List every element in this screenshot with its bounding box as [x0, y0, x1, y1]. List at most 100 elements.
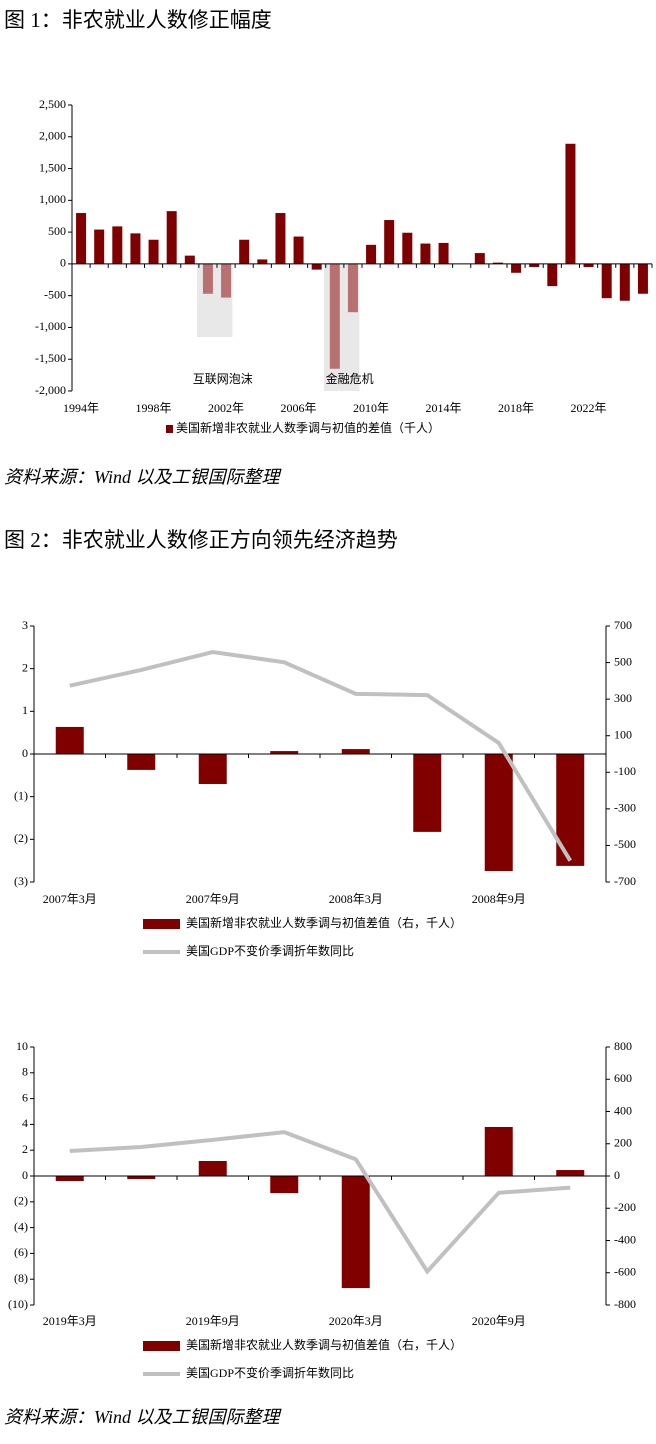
bar	[198, 1161, 227, 1176]
y-tick-label: 4	[22, 1116, 28, 1130]
bar	[484, 1126, 513, 1176]
legend-label: 美国GDP不变价季调折年数同比	[186, 943, 354, 958]
y2-tick-label: -500	[614, 837, 636, 851]
bar	[420, 243, 431, 264]
y-tick-label: (1)	[14, 788, 28, 802]
bar	[556, 754, 585, 866]
bar	[270, 1176, 299, 1194]
bar	[347, 263, 358, 313]
bar	[311, 263, 322, 270]
legend-label: 美国GDP不变价季调折年数同比	[186, 1365, 354, 1380]
bar	[556, 1170, 585, 1176]
y-tick-label: 8	[22, 1065, 28, 1079]
bar	[55, 726, 84, 754]
x-tick-label: 2008年3月	[329, 892, 383, 906]
line-series	[69, 1130, 571, 1275]
bar	[474, 253, 485, 264]
x-tick-label: 2008年9月	[472, 892, 526, 906]
y-tick-label: 2	[22, 1142, 28, 1156]
bar	[341, 749, 370, 754]
bar	[341, 1176, 370, 1289]
bar	[202, 263, 213, 294]
y-tick-label: -1,500	[35, 351, 66, 365]
y-tick-label: 2,000	[39, 129, 66, 143]
y-tick-label: 500	[48, 224, 66, 238]
x-tick-label: 2019年9月	[186, 1314, 240, 1328]
bar	[413, 754, 442, 832]
bar	[619, 263, 630, 301]
y-tick-label: 0	[60, 256, 66, 270]
bar	[94, 229, 105, 264]
y-tick-label: 2,500	[39, 97, 66, 111]
x-tick-label: 2019年3月	[43, 1314, 97, 1328]
y2-tick-label: 200	[614, 1136, 632, 1150]
bar	[293, 236, 304, 264]
y-tick-label: 10	[16, 1039, 28, 1053]
x-tick-label: 2020年3月	[329, 1314, 383, 1328]
bar	[275, 213, 286, 264]
y-tick-label: 0	[22, 1168, 28, 1182]
y-tick-label: 3	[22, 618, 28, 632]
y-tick-label: 1,000	[39, 192, 66, 206]
bar	[529, 263, 540, 268]
y2-tick-label: -300	[614, 801, 636, 815]
y-tick-label: (6)	[14, 1245, 28, 1259]
source-note: 资料来源：Wind 以及工银国际整理	[4, 467, 283, 487]
legend-label: 美国新增非农就业人数季调与初值差值（右，千人）	[186, 915, 462, 930]
y-tick-label: -500	[44, 287, 66, 301]
y-tick-label: 6	[22, 1090, 28, 1104]
legend-label: 美国新增非农就业人数季调与初值差值（右，千人）	[186, 1337, 462, 1352]
y-tick-label: (8)	[14, 1271, 28, 1285]
bar	[583, 263, 594, 268]
x-tick-label: 2010年	[353, 401, 389, 415]
y-tick-label: -1,000	[35, 319, 66, 333]
y2-tick-label: 0	[614, 1168, 620, 1182]
bar	[511, 263, 522, 273]
annotation: 金融危机	[326, 371, 374, 386]
bar	[221, 263, 232, 298]
bar	[601, 263, 612, 299]
y2-tick-label: 700	[614, 618, 632, 632]
x-tick-label: 2007年9月	[186, 892, 240, 906]
y2-tick-label: -800	[614, 1297, 636, 1311]
x-tick-label: 2014年	[426, 401, 462, 415]
bar	[76, 213, 87, 264]
y2-tick-label: -100	[614, 764, 636, 778]
bar	[484, 754, 513, 872]
y2-tick-label: -600	[614, 1265, 636, 1279]
y2-tick-label: -700	[614, 874, 636, 888]
x-tick-label: 2006年	[281, 401, 317, 415]
y2-tick-label: 800	[614, 1039, 632, 1053]
y-tick-label: 1,500	[39, 160, 66, 174]
bar	[127, 754, 156, 770]
bar	[127, 1176, 156, 1180]
bar	[55, 1176, 84, 1181]
legend-label: 美国新增非农就业人数季调与初值的差值（千人）	[176, 420, 440, 435]
y-tick-label: (3)	[14, 874, 28, 888]
y-tick-label: (2)	[14, 831, 28, 845]
y2-tick-label: 100	[614, 727, 632, 741]
bar	[402, 232, 413, 264]
bar	[270, 751, 299, 754]
y2-tick-label: 500	[614, 654, 632, 668]
bar	[637, 263, 648, 294]
source-note: 资料来源：Wind 以及工银国际整理	[4, 1407, 283, 1427]
bar	[239, 239, 250, 264]
x-tick-label: 2022年	[571, 401, 607, 415]
x-tick-label: 1994年	[63, 401, 99, 415]
bar	[547, 263, 558, 287]
legend-swatch	[166, 425, 173, 433]
y-tick-label: -2,000	[35, 383, 66, 397]
x-tick-label: 2007年3月	[43, 892, 97, 906]
y-tick-label: (2)	[14, 1194, 28, 1208]
y-tick-label: 2	[22, 660, 28, 674]
bar	[130, 233, 141, 264]
y2-tick-label: -200	[614, 1200, 636, 1214]
y2-tick-label: 300	[614, 691, 632, 705]
bar	[565, 143, 576, 264]
legend-swatch	[143, 919, 180, 929]
y2-tick-label: 600	[614, 1071, 632, 1085]
x-tick-label: 2020年9月	[472, 1314, 526, 1328]
